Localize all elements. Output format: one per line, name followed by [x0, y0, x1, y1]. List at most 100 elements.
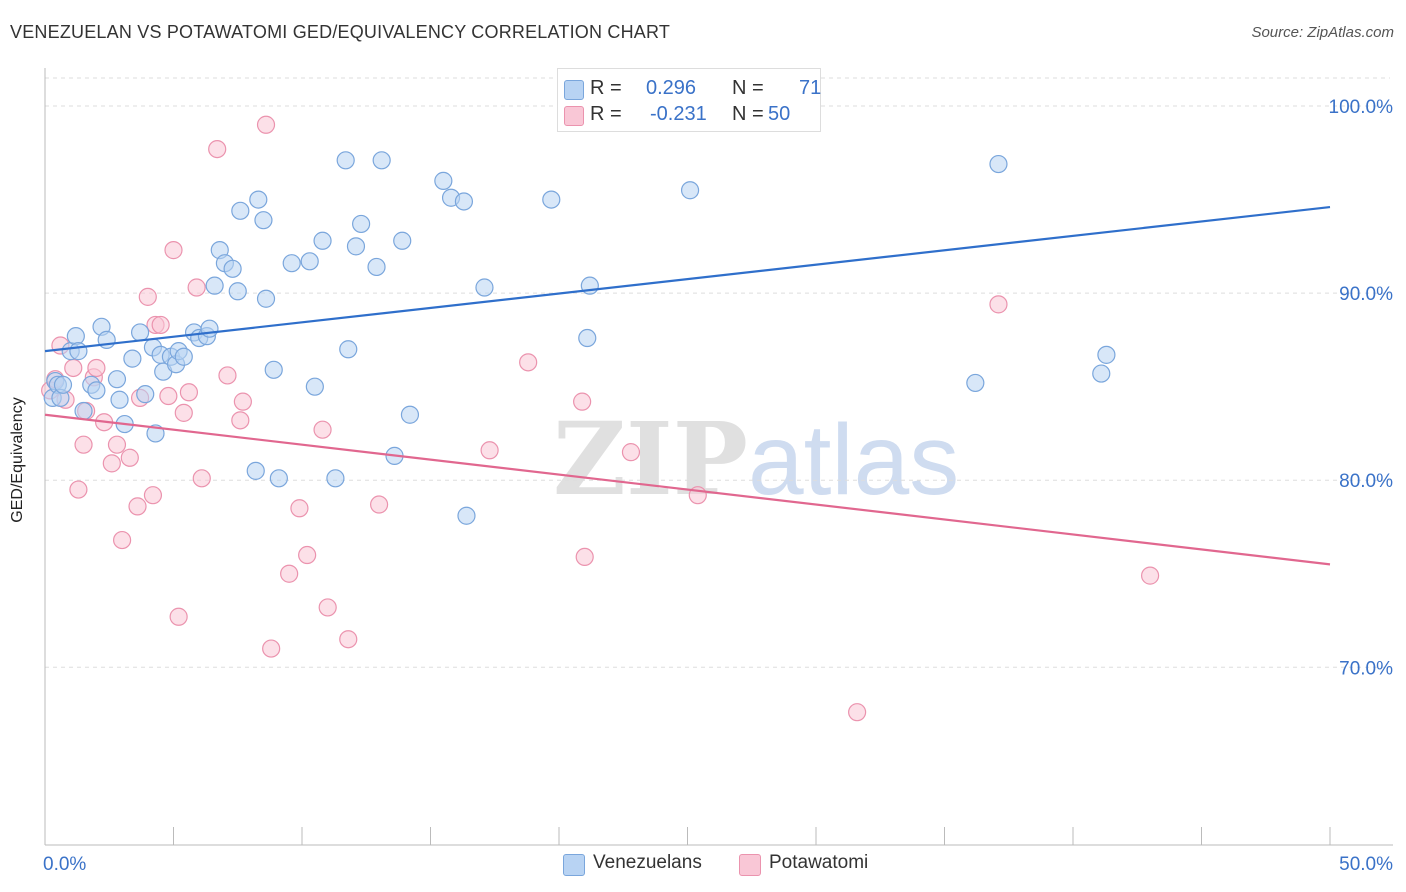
venezuelans-point	[254, 211, 273, 230]
venezuelans-point	[123, 349, 142, 368]
venezuelans-point	[87, 381, 106, 400]
legend-item-potawatomi[interactable]: Potawatomi	[739, 852, 868, 876]
venezuelans-point	[228, 282, 247, 301]
venezuelans-point	[74, 401, 93, 421]
venezuelans-point	[200, 319, 219, 338]
axis-layer	[44, 68, 1393, 846]
potawatomi-point	[174, 403, 193, 422]
venezuelans-point	[400, 405, 420, 424]
potawatomi-point	[164, 241, 183, 260]
potawatomi-point	[290, 499, 309, 518]
venezuelans-point	[264, 360, 283, 379]
y-tick-label: 80.0%	[1339, 471, 1393, 492]
venezuelans-n-label: N =	[732, 77, 764, 99]
venezuelans-point	[989, 154, 1008, 174]
potawatomi-point	[339, 630, 358, 649]
potawatomi-point	[169, 607, 188, 626]
venezuelans-point	[339, 340, 358, 359]
venezuelans-point	[300, 252, 319, 271]
venezuelans-point	[269, 469, 288, 488]
potawatomi-r-value: -0.231	[650, 103, 707, 125]
y-tick-label: 90.0%	[1339, 284, 1393, 305]
series-legend: Venezuelans Potawatomi	[0, 852, 1406, 876]
potawatomi-point	[370, 495, 389, 514]
venezuelans-points	[43, 96, 1116, 525]
venezuelans-point	[130, 323, 150, 342]
venezuelans-point	[256, 289, 276, 308]
potawatomi-point	[313, 420, 332, 439]
potawatomi-point	[218, 366, 237, 385]
venezuelans-point	[372, 151, 391, 170]
venezuelans-point	[305, 377, 324, 396]
venezuelans-swatch	[564, 80, 584, 100]
potawatomi-point	[192, 469, 211, 488]
potawatomi-point	[107, 435, 127, 454]
venezuelans-point	[966, 373, 985, 393]
potawatomi-point	[621, 443, 641, 462]
venezuelans-point	[542, 190, 561, 209]
potawatomi-point	[102, 454, 121, 473]
venezuelans-point	[457, 506, 476, 525]
potawatomi-point	[573, 392, 592, 411]
y-tick-label: 100.0%	[1329, 97, 1394, 118]
potawatomi-point	[69, 480, 88, 499]
venezuelans-point	[249, 190, 268, 209]
potawatomi-point	[989, 295, 1008, 314]
potawatomi-point	[87, 358, 106, 378]
potawatomi-point	[208, 139, 227, 159]
venezuelans-point	[282, 254, 301, 273]
potawatomi-swatch	[564, 106, 584, 126]
potawatomi-point	[1140, 566, 1160, 585]
potawatomi-legend-swatch	[739, 854, 761, 876]
venezuelans-point	[174, 347, 193, 366]
venezuelans-point	[246, 461, 265, 480]
potawatomi-point	[120, 448, 139, 467]
venezuelans-point	[680, 181, 700, 200]
venezuelans-legend-label: Venezuelans	[593, 852, 702, 873]
venezuelans-r-value: 0.296	[646, 77, 697, 99]
venezuelans-point	[336, 151, 355, 170]
watermark: ZIPatlas	[553, 400, 959, 518]
chart-title: VENEZUELAN VS POTAWATOMI GED/EQUIVALENCY…	[10, 22, 671, 42]
venezuelans-point	[475, 278, 494, 297]
venezuelans-point	[66, 327, 85, 346]
potawatomi-point	[233, 392, 252, 411]
potawatomi-n-label: N =	[732, 103, 764, 125]
venezuelans-point	[578, 328, 597, 348]
venezuelans-trend-line	[44, 205, 1331, 353]
potawatomi-point	[112, 530, 132, 550]
trend-lines	[44, 205, 1331, 566]
venezuelans-point	[69, 342, 88, 361]
potawatomi-points	[41, 115, 1160, 722]
venezuelans-point	[434, 171, 453, 190]
potawatomi-point	[128, 497, 147, 516]
potawatomi-point	[231, 411, 250, 430]
watermark-zip: ZIP	[553, 400, 748, 518]
grid-layer	[45, 77, 1390, 668]
potawatomi-point	[848, 703, 867, 722]
potawatomi-point	[187, 278, 206, 297]
potawatomi-point	[159, 386, 178, 406]
y-tick-label: 70.0%	[1339, 658, 1393, 679]
venezuelans-point	[326, 469, 345, 488]
potawatomi-point	[480, 441, 499, 460]
potawatomi-point	[138, 287, 157, 306]
x-tick-label: 50.0%	[1339, 854, 1393, 875]
potawatomi-point	[64, 358, 83, 378]
source-label: Source: ZipAtlas.com	[1251, 24, 1394, 41]
venezuelans-point	[346, 237, 366, 256]
venezuelans-point	[313, 231, 332, 250]
potawatomi-point	[151, 315, 170, 335]
venezuelans-n-value: 71	[799, 77, 822, 99]
venezuelans-point	[223, 259, 242, 278]
venezuelans-point	[205, 276, 224, 295]
venezuelans-legend-swatch	[563, 854, 585, 876]
legend-item-venezuelans[interactable]: Venezuelans	[563, 852, 702, 876]
potawatomi-point	[262, 639, 281, 658]
venezuelans-point	[107, 370, 127, 389]
venezuelans-point	[393, 231, 412, 250]
potawatomi-point	[298, 545, 317, 565]
venezuelans-r-label: R =	[590, 77, 622, 99]
potawatomi-point	[74, 435, 93, 454]
tick-labels: 70.0% 80.0% 90.0% 100.0% 0.0% 50.0%	[43, 97, 1393, 875]
